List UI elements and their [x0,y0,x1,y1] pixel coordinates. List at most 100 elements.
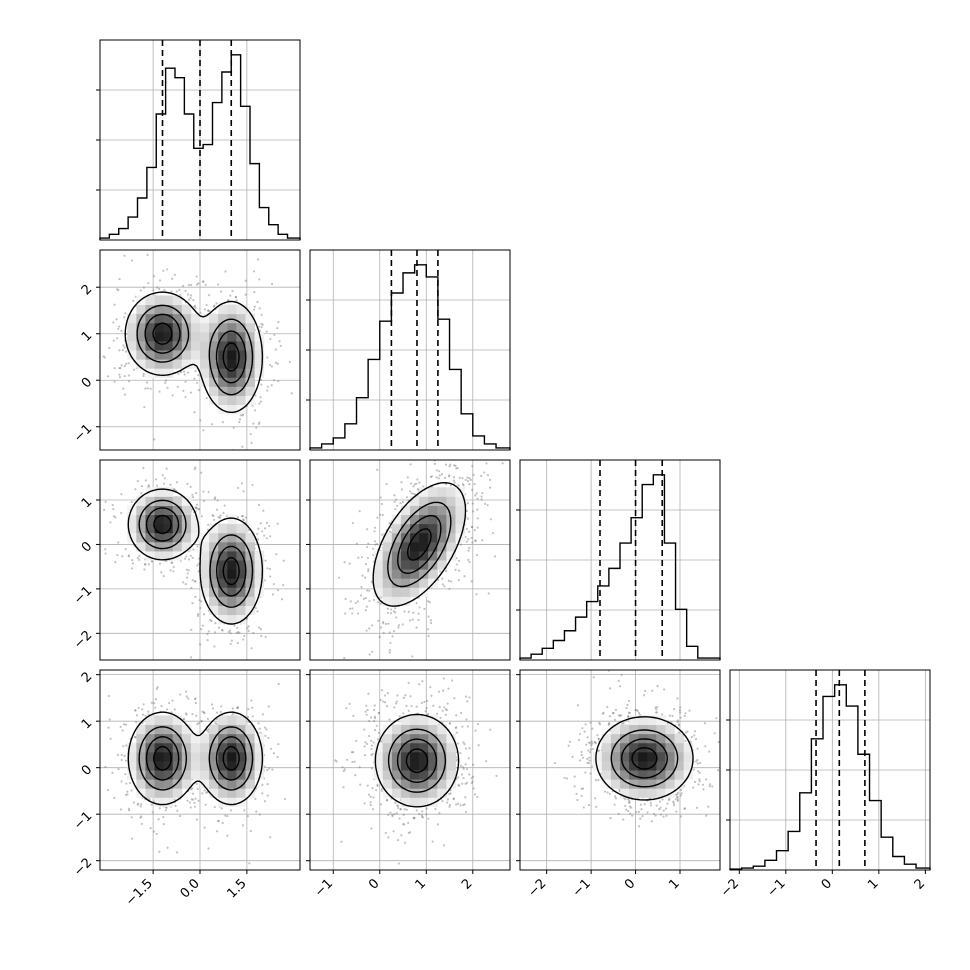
scatter-point-2-1-650 [467,558,470,562]
density-cell-1-0-16-7 [163,295,174,306]
density-cell-1-0-12-16 [245,331,256,342]
density-cell-1-0-14-8 [172,313,183,324]
scatter-point-2-0-81 [241,514,244,518]
scatter-point-3-0-357 [199,720,203,723]
scatter-point-2-0-89 [227,630,230,634]
scatter-point-2-0-395 [262,509,265,512]
density-cell-2-1-7-11 [410,587,420,597]
scatter-point-2-0-296 [282,559,285,562]
scatter-point-3-0-140 [200,719,203,723]
scatter-point-3-0-453 [271,768,274,771]
scatter-point-2-1-834 [364,609,367,612]
scatter-point-1-0-28 [193,305,196,308]
density-cell-1-0-16-5 [145,295,156,306]
scatter-point-2-1-750 [343,656,346,660]
density-cell-1-0-14-14 [227,313,237,324]
scatter-point-2-1-143 [492,532,495,535]
contour-2-1-3 [406,528,432,561]
density-cell-3-0-13-5 [145,742,156,753]
density-cell-2-0-14-3 [127,523,137,534]
scatter-point-3-1-236 [418,813,421,816]
scatter-point-3-0-820 [236,707,239,710]
scatter-point-3-0-418 [124,793,128,796]
density-cell-3-0-12-16 [245,751,256,762]
scatter-point-2-1-445 [358,510,361,513]
density-cell-2-1-18-15 [446,487,456,497]
density-cell-2-1-9-9 [391,569,402,579]
scatter-point-1-0-710 [175,290,178,293]
scatter-point-3-1-509 [446,702,449,705]
scatter-point-3-1-179 [464,810,468,814]
scatter-point-2-1-160 [501,462,504,465]
scatter-point-3-1-461 [364,710,367,713]
scatter-point-3-0-54 [140,822,143,826]
scatter-point-2-0-21 [151,560,154,563]
scatter-point-3-1-119 [459,764,463,767]
scatter-point-1-0-32 [123,254,126,257]
scatter-point-2-0-334 [222,511,225,515]
density-cell-3-0-8-12 [209,788,219,798]
scatter-point-2-0-137 [104,548,107,551]
density-cell-2-0-11-17 [254,550,265,561]
scatter-point-2-1-265 [397,624,401,627]
scatter-point-2-0-402 [242,518,245,521]
scatter-point-3-0-492 [109,737,112,740]
scatter-point-3-0-837 [107,694,110,698]
scatter-point-1-0-214 [123,375,126,378]
scatter-point-1-0-699 [255,426,258,429]
scatter-point-1-0-764 [202,280,205,283]
scatter-point-2-0-139 [221,629,224,632]
scatter-point-2-0-713 [252,631,255,635]
scatter-point-3-1-656 [400,834,403,837]
density-cell-2-1-11-12 [419,550,429,561]
density-cell-3-0-12-12 [209,751,219,762]
scatter-point-2-1-830 [381,622,385,625]
scatter-point-3-1-543 [408,831,412,834]
scatter-point-2-0-57 [111,503,114,507]
density-cell-2-0-13-15 [236,532,246,543]
scatter-point-3-0-411 [139,816,142,819]
scatter-point-2-0-780 [147,563,150,566]
density-cell-3-0-13-9 [181,742,192,753]
scatter-point-3-0-326 [203,712,206,715]
scatter-point-2-1-126 [375,543,379,546]
scatter-point-3-0-586 [120,758,123,762]
scatter-point-3-1-121 [370,744,373,747]
density-cell-2-0-16-4 [136,505,146,516]
density-cell-3-0-10-10 [190,770,201,780]
scatter-point-3-0-234 [184,712,187,715]
scatter-point-1-0-617 [277,379,280,383]
scatter-point-1-0-697 [146,387,149,390]
scatter-point-3-1-183 [334,759,337,762]
scatter-point-2-1-879 [469,478,472,481]
scatter-point-3-0-830 [267,736,270,740]
scatter-point-3-1-7 [373,715,377,718]
density-cell-2-1-17-15 [446,496,456,506]
density-cell-2-0-13-10 [190,532,201,543]
scatter-point-3-1-156 [376,738,379,741]
density-cell-3-0-8-5 [145,788,156,798]
scatter-point-2-1-139 [367,542,370,545]
scatter-point-2-1-888 [458,476,461,479]
density-cell-1-0-15-8 [172,304,183,315]
scatter-point-3-1-294 [461,766,465,769]
scatter-point-3-0-99 [133,736,136,739]
density-cell-2-0-12-11 [200,541,210,552]
pair-panel-2-1 [306,459,511,661]
scatter-point-2-0-686 [242,638,245,641]
density-cell-3-0-13-14 [227,742,237,753]
scatter-point-3-1-409 [448,793,451,796]
hist-frame-3 [729,669,931,871]
scatter-point-2-1-582 [489,518,492,521]
scatter-point-1-0-696 [122,387,125,390]
density-cell-3-0-12-15 [236,751,246,762]
scatter-point-2-0-400 [163,477,166,480]
scatter-point-2-0-485 [182,581,185,584]
density-cell-2-0-10-16 [245,560,256,570]
density-cell-2-0-14-5 [145,523,156,534]
scatter-point-2-1-842 [351,522,354,525]
density-cell-3-0-14-5 [145,733,156,744]
scatter-point-3-1-31 [435,712,439,715]
scatter-point-3-1-308 [348,702,351,705]
scatter-point-1-0-479 [288,360,291,363]
